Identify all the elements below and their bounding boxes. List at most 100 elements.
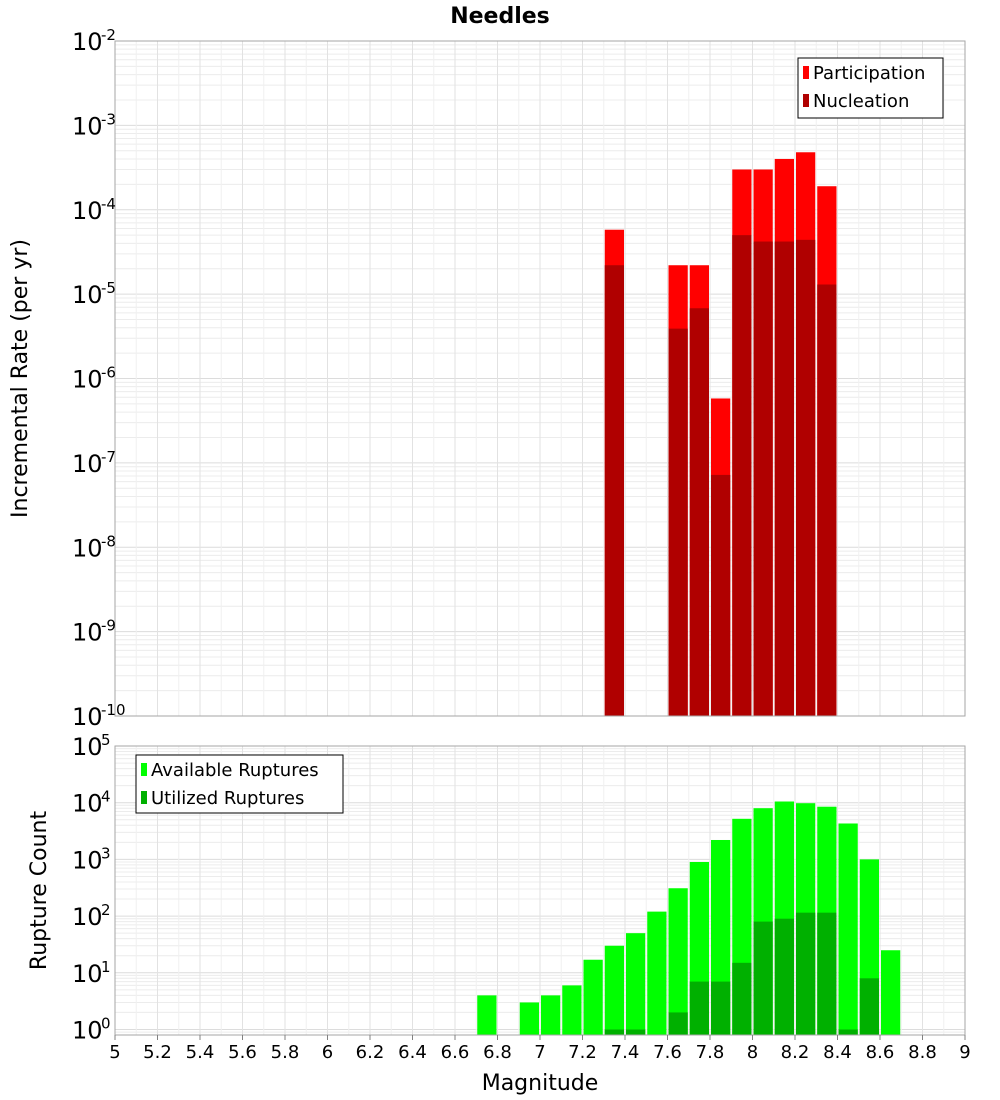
rate-y-tick-label: 10-7 (72, 448, 116, 478)
rate-y-tick-exp: -9 (101, 617, 116, 635)
count-legend-box (135, 754, 344, 814)
count-bar (477, 995, 497, 1035)
count-y-tick-base: 10 (72, 733, 103, 761)
rate-legend-label: Participation (813, 63, 925, 84)
rate-y-tick-label: 10-9 (72, 617, 116, 647)
rate-y-tick-base: 10 (72, 703, 103, 731)
rate-y-tick-label: 10-6 (72, 364, 116, 394)
rate-y-axis-label: Incremental Rate (per yr) (8, 239, 33, 518)
x-tick-label: 5.2 (143, 1042, 172, 1063)
rate-y-tick-exp: -7 (101, 448, 116, 466)
rate-y-tick-label: 10-10 (72, 701, 126, 731)
chart-title: Needles (450, 4, 550, 29)
x-tick-label: 7.6 (653, 1042, 682, 1063)
count-bar (626, 933, 646, 1035)
rate-y-tick-exp: -4 (101, 195, 116, 213)
x-tick-label: 7.8 (696, 1042, 725, 1063)
count-y-tick-label: 103 (72, 844, 111, 874)
count-bar (519, 1002, 539, 1035)
count-y-tick-base: 10 (72, 846, 103, 874)
count-bar (668, 888, 688, 1035)
rate-plot-border (114, 40, 966, 717)
count-bar (838, 823, 858, 1035)
x-tick-label: 6.8 (483, 1042, 512, 1063)
x-tick-label: 9 (959, 1042, 970, 1063)
count-y-tick-exp: 1 (101, 958, 111, 976)
rate-y-tick-base: 10 (72, 619, 103, 647)
count-bar (838, 1029, 858, 1035)
count-y-tick-base: 10 (72, 903, 103, 931)
rate-y-tick-base: 10 (72, 28, 103, 56)
rate-y-tick-exp: -5 (101, 279, 116, 297)
count-bar (753, 921, 773, 1035)
x-tick-label: 5.6 (228, 1042, 257, 1063)
rate-grid (114, 40, 966, 717)
count-bar (796, 912, 816, 1035)
count-bar (668, 1012, 688, 1035)
count-y-tick-label: 101 (72, 958, 111, 988)
count-bar (881, 950, 901, 1035)
rate-y-tick-label: 10-3 (72, 110, 116, 140)
x-tick-label: 6 (322, 1042, 333, 1063)
count-bar (562, 985, 582, 1035)
x-tick-labels: 5 5.2 5.4 5.6 5.8 6 6.2 6.4 6.6 6.8 7 7.2 7.4 7.6 7.8 8… (109, 1035, 971, 1063)
count-bar (583, 959, 603, 1035)
count-y-tick-label: 100 (72, 1015, 111, 1045)
rate-y-tick-label: 10-4 (72, 195, 116, 225)
count-legend-swatch (141, 763, 147, 776)
count-bar (647, 911, 667, 1035)
x-tick-label: 6.4 (398, 1042, 427, 1063)
count-y-tick-base: 10 (72, 960, 103, 988)
rate-legend-label: Nucleation (813, 91, 909, 112)
rate-y-tick-exp: -3 (101, 110, 116, 128)
rate-y-tick-exp: -10 (101, 701, 126, 719)
count-bar (774, 918, 794, 1035)
rate-y-tick-base: 10 (72, 281, 103, 309)
rate-bar (711, 474, 731, 716)
rate-legend-box (797, 57, 944, 119)
rate-legend: Participation Nucleation (797, 57, 944, 119)
rate-y-tick-base: 10 (72, 366, 103, 394)
rate-bar (689, 308, 709, 716)
x-tick-label: 8 (747, 1042, 758, 1063)
count-legend-label: Utilized Ruptures (151, 788, 304, 809)
rate-bar (732, 235, 752, 716)
x-tick-label: 5.4 (186, 1042, 215, 1063)
rate-bar (796, 239, 816, 716)
count-bar (604, 1029, 624, 1035)
rate-panel: 10-210-310-410-510-610-710-810-910-10Inc… (8, 26, 966, 731)
x-axis-label: Magnitude (482, 1071, 599, 1096)
count-y-tick-exp: 5 (101, 731, 111, 749)
rate-legend-swatch (803, 94, 809, 107)
x-tick-label: 5 (109, 1042, 120, 1063)
count-bar (604, 945, 624, 1035)
x-tick-label: 7.4 (611, 1042, 640, 1063)
x-tick-label: 5.8 (271, 1042, 300, 1063)
count-legend-swatch (141, 791, 147, 804)
rate-legend-swatch (803, 66, 809, 79)
rate-y-tick-base: 10 (72, 197, 103, 225)
count-bar (689, 981, 709, 1035)
rate-y-tick-label: 10-5 (72, 279, 116, 309)
rate-bar (774, 241, 794, 717)
x-tick-label: 7 (534, 1042, 545, 1063)
rate-y-tick-label: 10-2 (72, 26, 116, 56)
x-tick-label: 8.4 (823, 1042, 852, 1063)
rate-series-1 (604, 235, 837, 717)
rate-bar (604, 265, 624, 716)
count-bar (541, 995, 561, 1035)
count-y-axis-label: Rupture Count (27, 811, 52, 971)
count-legend-label: Available Ruptures (151, 760, 319, 781)
count-y-tick-exp: 4 (101, 788, 111, 806)
count-bar (817, 912, 837, 1035)
count-y-tick-exp: 3 (101, 844, 111, 862)
count-bar (711, 981, 731, 1035)
count-y-tick-base: 10 (72, 1017, 103, 1045)
rate-y-tick-base: 10 (72, 112, 103, 140)
x-tick-label: 7.2 (568, 1042, 597, 1063)
count-y-tick-label: 102 (72, 901, 111, 931)
count-y-tick-exp: 0 (101, 1015, 111, 1033)
rate-bar (753, 241, 773, 717)
